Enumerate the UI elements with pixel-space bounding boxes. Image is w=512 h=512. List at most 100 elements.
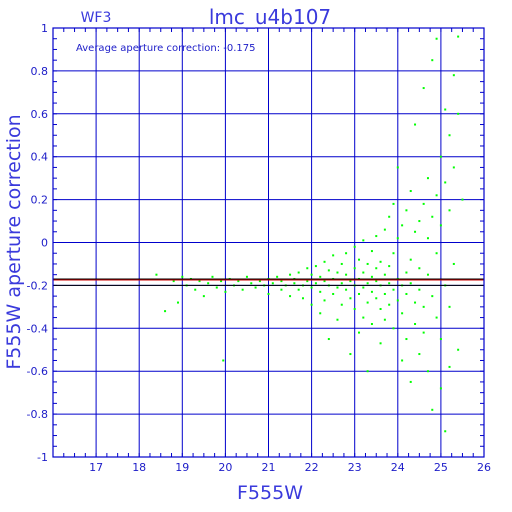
data-point	[271, 282, 274, 285]
data-point	[414, 230, 417, 233]
data-point	[375, 297, 378, 300]
data-point	[362, 271, 365, 274]
data-point	[310, 273, 313, 276]
data-point	[401, 312, 404, 315]
data-point	[418, 220, 421, 223]
data-point	[422, 87, 425, 90]
data-point	[358, 292, 361, 295]
x-tick-labels: 17 18 19 20 21 22 23 24 25 26	[89, 461, 491, 474]
x-tick-label: 23	[348, 461, 362, 474]
x-tick-label: 24	[391, 461, 405, 474]
data-point	[418, 288, 421, 291]
y-tick-label: 0.2	[31, 194, 49, 207]
data-point	[444, 430, 447, 433]
data-point	[366, 370, 369, 373]
data-point	[327, 338, 330, 341]
data-point	[289, 295, 292, 298]
data-point	[207, 282, 210, 285]
data-point	[409, 190, 412, 193]
data-point	[405, 209, 408, 212]
data-point	[332, 292, 335, 295]
data-point	[306, 267, 309, 270]
data-point	[345, 288, 348, 291]
data-point	[396, 237, 399, 240]
chart-title: lmc_u4b107	[209, 5, 331, 29]
data-point	[414, 301, 417, 304]
data-point	[435, 252, 438, 255]
data-point	[353, 245, 356, 248]
data-point	[444, 108, 447, 111]
data-point	[379, 260, 382, 263]
data-point	[431, 59, 434, 62]
data-point	[336, 286, 339, 289]
data-point	[323, 280, 326, 283]
data-point	[198, 280, 201, 283]
data-point	[336, 318, 339, 321]
data-point	[379, 342, 382, 345]
data-point	[457, 35, 460, 38]
data-point	[383, 318, 386, 321]
y-tick-label: 1	[41, 22, 48, 35]
data-point	[220, 280, 223, 283]
data-point	[370, 290, 373, 293]
data-point	[396, 299, 399, 302]
data-point	[345, 252, 348, 255]
data-point	[370, 323, 373, 326]
data-point	[431, 215, 434, 218]
data-point	[358, 258, 361, 261]
data-point	[370, 275, 373, 278]
chart-subtitle: WF3	[81, 10, 112, 26]
data-point	[327, 269, 330, 272]
data-point	[366, 301, 369, 304]
data-point	[461, 198, 464, 201]
data-point	[301, 297, 304, 300]
data-point	[414, 323, 417, 326]
data-point	[431, 408, 434, 411]
data-point	[414, 123, 417, 126]
data-point	[176, 301, 179, 304]
x-tick-label: 25	[434, 461, 448, 474]
y-tick-label: -1	[37, 451, 48, 464]
data-point	[383, 273, 386, 276]
y-axis-label: F555W aperture correction	[3, 114, 25, 369]
data-point	[276, 275, 279, 278]
data-point	[224, 290, 227, 293]
data-point	[332, 254, 335, 257]
data-point	[435, 316, 438, 319]
data-point	[314, 282, 317, 285]
y-tick-label: -0.4	[27, 322, 48, 335]
x-tick-label: 20	[218, 461, 232, 474]
data-point	[401, 359, 404, 362]
data-point	[405, 338, 408, 341]
data-point	[254, 286, 257, 289]
data-point	[409, 258, 412, 261]
data-point	[431, 295, 434, 298]
data-point	[297, 288, 300, 291]
data-point	[370, 250, 373, 253]
data-point	[366, 262, 369, 265]
data-point	[353, 307, 356, 310]
data-point	[202, 295, 205, 298]
data-point	[289, 273, 292, 276]
x-tick-label: 21	[262, 461, 276, 474]
data-point	[439, 338, 442, 341]
data-point	[388, 265, 391, 268]
data-point	[349, 280, 352, 283]
data-point	[280, 280, 283, 283]
data-point	[392, 288, 395, 291]
data-point	[379, 307, 382, 310]
x-tick-label: 17	[89, 461, 103, 474]
data-point	[297, 271, 300, 274]
data-point	[448, 209, 451, 212]
data-point	[211, 275, 214, 278]
data-point	[457, 112, 460, 115]
data-point	[319, 290, 322, 293]
y-tick-label: 0	[41, 237, 48, 250]
data-point	[340, 303, 343, 306]
data-point	[358, 331, 361, 334]
data-point	[418, 267, 421, 270]
data-point	[237, 280, 240, 283]
data-point	[375, 235, 378, 238]
data-point	[222, 359, 225, 362]
